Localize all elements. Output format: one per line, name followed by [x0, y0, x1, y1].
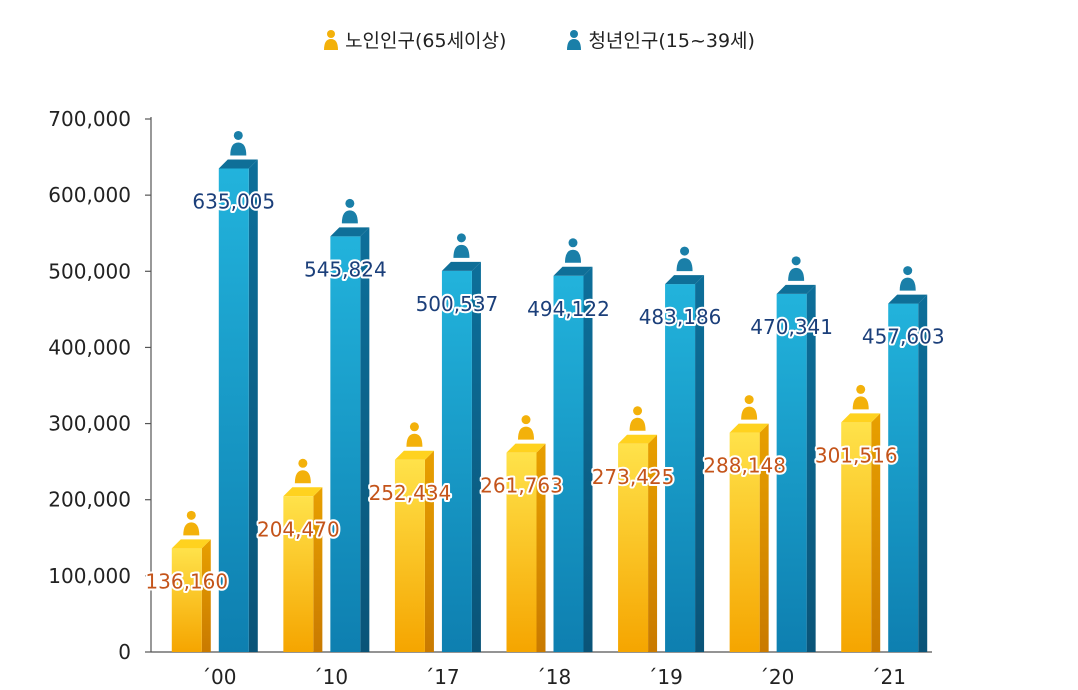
person-icon-blue	[565, 238, 581, 263]
person-icon-blue	[341, 198, 358, 224]
y-tick-label: 100,000	[48, 564, 131, 588]
person-icon-blue	[567, 29, 582, 50]
person-icon-yellow	[406, 422, 423, 447]
bar-elderly	[394, 459, 425, 652]
x-tick-label: ´10	[313, 665, 348, 689]
bar-top	[394, 450, 434, 460]
person-icon-yellow	[629, 406, 646, 431]
bar-side	[806, 284, 816, 652]
bar-youth	[330, 236, 361, 652]
chart-bars	[171, 159, 928, 652]
person-icon-blue	[230, 130, 247, 156]
data-label-youth: 470,341	[750, 315, 833, 339]
bar-side	[918, 294, 928, 652]
y-tick-label: 600,000	[48, 183, 131, 207]
bar-side	[536, 443, 546, 652]
bar-youth	[776, 293, 807, 652]
person-icon-yellow	[518, 415, 534, 440]
bar-top	[506, 443, 546, 453]
bar-elderly	[506, 452, 537, 652]
person-icon-yellow	[294, 458, 311, 484]
y-tick-label: 300,000	[48, 412, 131, 436]
data-label-youth: 545,824	[304, 257, 387, 281]
person-icon-yellow	[183, 510, 200, 536]
person-icon-blue	[676, 246, 693, 272]
chart-labels: 136,160 635,005 204,470 545,824 252,434 500,5…	[143, 130, 947, 595]
person-icon-yellow	[741, 395, 758, 420]
bar-elderly	[171, 548, 202, 652]
x-tick-label: ´18	[536, 665, 571, 689]
x-tick-label: ´21	[870, 665, 905, 689]
bar-side	[695, 275, 705, 652]
data-label-youth: 483,186	[639, 305, 722, 329]
data-label-elderly: 273,425	[592, 465, 675, 489]
bar-top	[330, 227, 370, 237]
bar-side	[471, 261, 481, 652]
data-label-elderly: 252,434	[369, 481, 452, 505]
data-label-elderly: 288,148	[703, 454, 786, 478]
legend-label-youth: 청년인구(15~39세)	[588, 30, 755, 52]
x-tick-label: ´20	[759, 665, 794, 689]
bar-side	[759, 423, 769, 652]
bar-top	[841, 413, 881, 423]
data-label-youth: 494,122	[527, 297, 610, 321]
bar-top	[618, 434, 658, 444]
person-icon-yellow	[852, 384, 869, 410]
data-label-elderly: 136,160	[145, 569, 228, 593]
bar-top	[888, 294, 928, 304]
data-label-elderly: 204,470	[257, 517, 340, 541]
x-tick-label: ´19	[647, 665, 682, 689]
person-icon-blue	[899, 266, 916, 291]
y-tick-label: 200,000	[48, 488, 131, 512]
chart-legend: 노인인구(65세이상) 청년인구(15~39세)	[0, 26, 1078, 53]
bar-elderly	[729, 432, 760, 652]
chart-axes: 0 100,000 200,000 300,000 400,000 500,000 600,…	[48, 107, 932, 689]
y-tick-label: 0	[118, 640, 131, 664]
bar-side	[248, 159, 258, 652]
bar-side	[424, 450, 434, 652]
data-label-youth: 500,537	[416, 292, 499, 316]
data-label-youth: 635,005	[192, 189, 275, 213]
bar-top	[665, 275, 705, 285]
bar-side	[871, 413, 881, 652]
person-icon-blue	[453, 233, 470, 258]
bar-side	[360, 227, 370, 652]
legend-item-youth: 청년인구(15~39세)	[566, 26, 755, 53]
bar-side	[313, 487, 323, 652]
data-label-youth: 457,603	[862, 325, 945, 349]
data-label-elderly: 261,763	[480, 474, 563, 498]
bar-youth	[553, 275, 584, 652]
bar-top	[776, 284, 816, 294]
x-tick-label: ´00	[201, 665, 236, 689]
legend-item-elderly: 노인인구(65세이상)	[323, 26, 506, 53]
bar-side	[201, 539, 211, 652]
y-tick-label: 700,000	[48, 107, 131, 131]
bar-youth	[888, 303, 919, 652]
bar-side	[583, 266, 593, 652]
bar-elderly	[841, 422, 872, 652]
bar-youth	[441, 270, 472, 652]
y-tick-label: 400,000	[48, 335, 131, 359]
bar-youth	[218, 168, 249, 652]
person-icon-blue	[788, 256, 805, 281]
person-icon-yellow	[324, 29, 339, 50]
bar-top	[553, 266, 593, 276]
bar-top	[171, 539, 211, 549]
bar-top	[218, 159, 258, 169]
bar-elderly	[618, 443, 649, 652]
bar-elderly	[283, 496, 314, 652]
bar-side	[648, 434, 658, 652]
bar-top	[441, 261, 481, 271]
bar-youth	[665, 284, 696, 652]
legend-label-elderly: 노인인구(65세이상)	[345, 30, 507, 52]
bar-top	[729, 423, 769, 433]
x-tick-label: ´17	[424, 665, 459, 689]
data-label-elderly: 301,516	[815, 443, 898, 467]
bar-top	[283, 487, 323, 497]
y-tick-label: 500,000	[48, 259, 131, 283]
